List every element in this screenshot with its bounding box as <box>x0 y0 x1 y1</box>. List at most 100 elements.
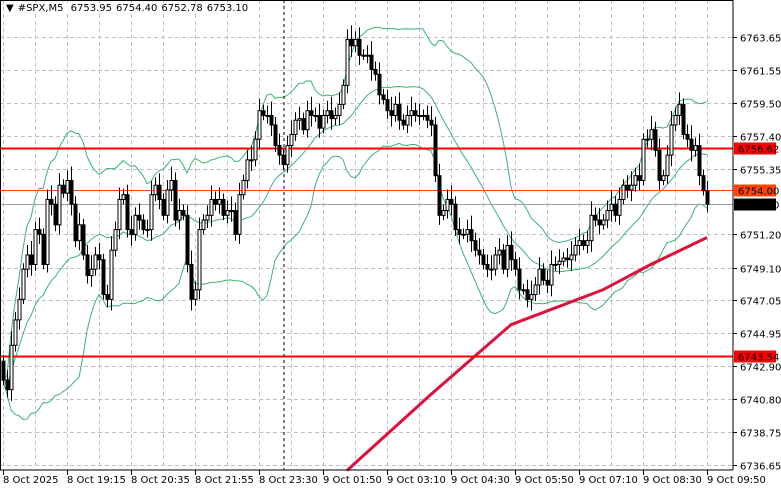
candle-bull <box>645 138 650 141</box>
candle-bear <box>501 249 506 270</box>
y-tick-label: 6763.65 <box>740 34 781 45</box>
candle-bear <box>469 229 474 242</box>
candle-bull <box>577 240 582 246</box>
moving-average-line <box>345 236 708 472</box>
y-tick-label: 6751.20 <box>740 231 781 242</box>
candle-bull <box>153 184 158 196</box>
candle-bull <box>337 103 342 116</box>
candle-bear <box>81 224 86 256</box>
candle-bear <box>125 194 130 231</box>
candle-bull <box>253 138 258 161</box>
candle-bull <box>521 289 526 292</box>
candle-bull <box>113 229 118 251</box>
candle-bear <box>433 124 438 177</box>
candle-bull <box>249 159 254 162</box>
candle-bull <box>229 210 234 213</box>
bollinger-middle <box>2 85 708 386</box>
candle-bear <box>85 254 90 277</box>
candle-bear <box>381 94 386 101</box>
candle-bear <box>37 229 42 235</box>
candle-bull <box>601 219 606 226</box>
candle-bear <box>261 110 266 116</box>
candle-bull <box>241 179 246 196</box>
candle-bull <box>617 198 622 216</box>
candle-bull <box>537 268 542 286</box>
candle-bull <box>65 179 70 194</box>
candle-bull <box>441 210 446 216</box>
candle-bull <box>633 175 638 186</box>
x-tick-label: 9 Oct 05:50 <box>515 475 574 486</box>
symbol-label: #SPX,M5 <box>17 3 64 14</box>
candle-bear <box>545 279 550 286</box>
candle-bear <box>69 179 74 205</box>
candle-bull <box>629 184 634 191</box>
candle-bull <box>9 344 14 391</box>
ohlc-high: 6754.40 <box>116 3 158 14</box>
candle-bear <box>653 129 658 151</box>
candle-bull <box>165 189 170 216</box>
candle-bull <box>497 249 502 256</box>
candle-bear <box>525 289 530 300</box>
candle-bear <box>457 229 462 235</box>
candle-bear <box>705 190 710 205</box>
candle-bull <box>693 145 698 151</box>
candle-bear <box>637 175 642 181</box>
candle-bear <box>373 68 378 75</box>
ohlc-open: 6753.95 <box>70 3 113 14</box>
candle-bull <box>225 210 230 216</box>
candle-bear <box>53 203 58 226</box>
candle-bull <box>417 114 422 117</box>
candle-bear <box>449 198 454 205</box>
collapse-triangle-icon[interactable]: ▼ <box>6 3 14 14</box>
candle-bear <box>597 219 602 226</box>
candle-bull <box>13 319 18 346</box>
y-tick-label: 6749.10 <box>740 265 781 276</box>
candle-bear <box>329 110 334 120</box>
x-tick-label: 9 Oct 04:30 <box>451 475 510 486</box>
candle-bear <box>357 38 362 56</box>
candle-bear <box>1 360 6 381</box>
candle-bear <box>137 214 142 221</box>
candle-bear <box>481 254 486 265</box>
candle-bull <box>209 198 214 216</box>
candle-bear <box>517 268 522 291</box>
candle-bear <box>97 254 102 261</box>
level-label: 6754.00 <box>738 187 779 198</box>
candle-bear <box>685 133 690 140</box>
candle-bull <box>461 233 466 236</box>
candle-bear <box>301 118 306 131</box>
x-tick-label: 9 Oct 09:50 <box>707 475 766 486</box>
candle-bull <box>561 257 566 262</box>
candle-bear <box>61 184 66 194</box>
candle-bull <box>609 203 614 212</box>
candle-bull <box>393 103 398 116</box>
candle-bear <box>369 54 374 70</box>
candle-bull <box>361 54 366 57</box>
candle-bear <box>317 114 322 129</box>
candle-bear <box>309 110 314 116</box>
candle-bull <box>421 114 426 117</box>
candle-bull <box>25 254 30 270</box>
candle-bear <box>349 38 354 47</box>
candle-bull <box>245 159 250 181</box>
candle-bull <box>649 129 654 140</box>
candle-bear <box>49 198 54 205</box>
y-tick-label: 6755.35 <box>740 166 781 177</box>
level-label-bg <box>734 142 776 155</box>
candle-bull <box>265 114 270 117</box>
y-tick-label: 6738.75 <box>740 429 781 440</box>
candle-bull <box>589 214 594 242</box>
bollinger-lower <box>2 142 708 420</box>
candle-bear <box>689 138 694 151</box>
candle-bear <box>593 214 598 221</box>
candle-bull <box>489 268 494 271</box>
candle-bear <box>437 175 442 216</box>
candle-bull <box>21 268 26 300</box>
candle-bear <box>389 110 394 116</box>
candle-bear <box>29 254 34 265</box>
y-tick-label: 6744.95 <box>740 330 781 341</box>
candle-bull <box>665 154 670 177</box>
candles <box>1 25 710 401</box>
x-tick-label: 8 Oct 21:55 <box>195 475 254 486</box>
